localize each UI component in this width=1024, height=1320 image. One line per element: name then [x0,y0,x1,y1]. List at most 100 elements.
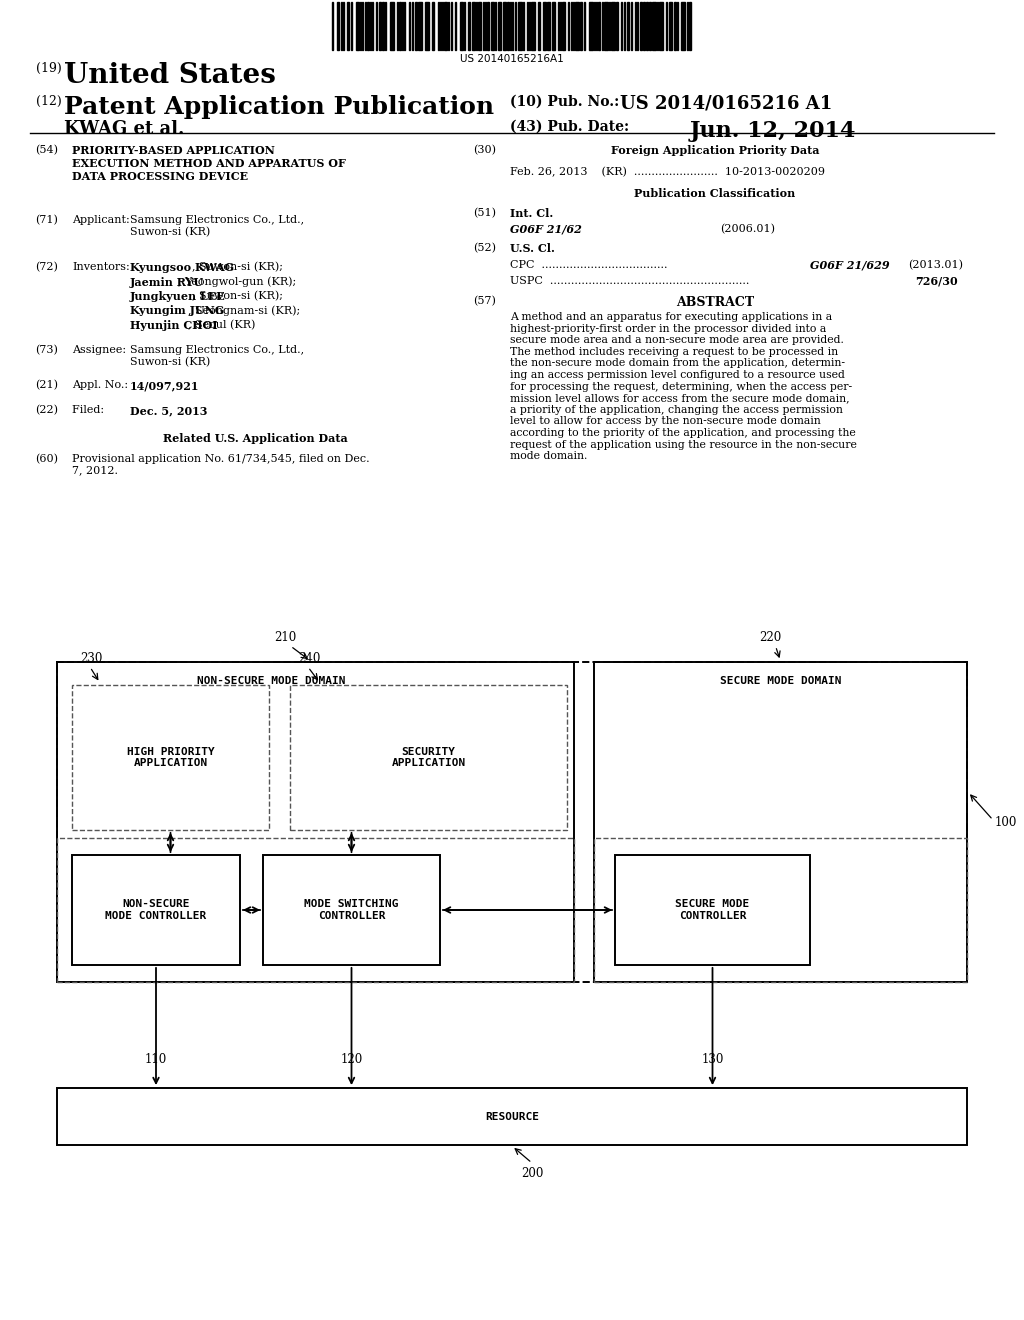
Text: KWAG et al.: KWAG et al. [63,120,184,139]
Text: US 2014/0165216 A1: US 2014/0165216 A1 [620,95,833,114]
Bar [425,3,429,50]
Text: (60): (60) [35,454,58,465]
Bar [382,3,384,50]
Bar [598,3,600,50]
Bar [347,3,349,50]
Text: (30): (30) [473,145,496,156]
Text: Feb. 26, 2013    (KR)  ........................  10-2013-0020209: Feb. 26, 2013 (KR) .....................… [510,168,825,177]
Text: USPC  .........................................................: USPC ...................................… [510,276,750,286]
Bar [337,3,339,50]
Text: US 20140165216A1: US 20140165216A1 [460,54,564,63]
Text: Provisional application No. 61/734,545, filed on Dec.
7, 2012.: Provisional application No. 61/734,545, … [72,454,370,475]
Text: 120: 120 [340,1053,362,1067]
Bar [498,3,501,50]
Text: 130: 130 [701,1053,724,1067]
Bar [669,3,672,50]
Bar [552,3,555,50]
Text: Applicant:: Applicant: [72,215,133,224]
Bar [543,3,546,50]
Text: ABSTRACT: ABSTRACT [676,296,754,309]
Text: Appl. No.:: Appl. No.: [72,380,132,389]
Text: 100: 100 [995,816,1018,829]
Bar [432,3,434,50]
Text: SECURITY
APPLICATION: SECURITY APPLICATION [391,747,466,768]
Text: (21): (21) [35,380,58,391]
Text: Kyungsoo KWAG: Kyungsoo KWAG [130,261,234,273]
Bar [674,3,676,50]
Text: (52): (52) [473,243,496,253]
Bar [444,3,447,50]
Bar [604,3,608,50]
Text: NON-SECURE MODE DOMAIN: NON-SECURE MODE DOMAIN [197,676,345,686]
Text: Filed:: Filed: [72,405,108,414]
Bar [57,663,574,982]
Bar [468,3,470,50]
Bar [640,3,642,50]
Bar [57,1088,967,1144]
Text: Patent Application Publication: Patent Application Publication [63,95,495,119]
Bar [490,3,494,50]
Text: Jungkyuen LEE: Jungkyuen LEE [130,290,225,302]
Text: RESOURCE: RESOURCE [485,1111,539,1122]
Text: (12): (12) [36,95,61,108]
Bar [643,3,645,50]
Text: , Suwon-si (KR);: , Suwon-si (KR); [193,261,284,272]
Bar [580,3,582,50]
Bar [659,3,663,50]
Text: Publication Classification: Publication Classification [635,187,796,199]
Text: (43) Pub. Date:: (43) Pub. Date: [510,120,629,135]
Bar [503,3,506,50]
Bar [611,3,615,50]
Text: PRIORITY-BASED APPLICATION
EXECUTION METHOD AND APPARATUS OF
DATA PROCESSING DEV: PRIORITY-BASED APPLICATION EXECUTION MET… [72,145,346,182]
Text: , Yeongwol-gun (KR);: , Yeongwol-gun (KR); [178,276,296,286]
Bar [367,3,369,50]
Bar [649,3,651,50]
Bar [575,3,579,50]
Text: , Suwon-si (KR);: , Suwon-si (KR); [193,290,284,301]
Bar [390,3,394,50]
Bar [57,663,967,982]
Bar [72,855,240,965]
Bar [72,685,269,830]
Bar [478,3,481,50]
Text: Related U.S. Application Data: Related U.S. Application Data [163,433,347,444]
Text: 220: 220 [760,631,781,644]
Text: Kyungim JUNG: Kyungim JUNG [130,305,224,317]
Bar [487,3,489,50]
Bar [547,3,550,50]
Bar [589,3,593,50]
Text: CPC  ....................................: CPC .................................... [510,260,668,271]
Text: Samsung Electronics Co., Ltd.,
Suwon-si (KR): Samsung Electronics Co., Ltd., Suwon-si … [130,345,304,367]
Text: , Seoul (KR): , Seoul (KR) [187,319,255,330]
Text: Int. Cl.: Int. Cl. [510,209,553,219]
Text: (22): (22) [35,405,58,416]
Text: SECURE MODE
CONTROLLER: SECURE MODE CONTROLLER [676,899,750,921]
Bar [615,855,810,965]
Text: 210: 210 [274,631,297,644]
Text: (71): (71) [35,215,58,226]
Text: (57): (57) [473,296,496,306]
Text: , Seongnam-si (KR);: , Seongnam-si (KR); [187,305,300,315]
Text: 110: 110 [144,1053,167,1067]
Text: (73): (73) [35,345,58,355]
Text: 240: 240 [298,652,321,665]
Text: Samsung Electronics Co., Ltd.,
Suwon-si (KR): Samsung Electronics Co., Ltd., Suwon-si … [130,215,304,238]
Text: United States: United States [63,62,275,88]
Bar [379,3,381,50]
Bar [415,3,417,50]
Text: (51): (51) [473,209,496,218]
Text: (72): (72) [35,261,58,272]
Text: Inventors:: Inventors: [72,261,130,272]
Text: (2013.01): (2013.01) [908,260,963,271]
Bar [627,3,629,50]
Text: G06F 21/629: G06F 21/629 [810,260,890,271]
Text: MODE SWITCHING
CONTROLLER: MODE SWITCHING CONTROLLER [304,899,398,921]
Bar [616,3,618,50]
Text: SECURE MODE DOMAIN: SECURE MODE DOMAIN [720,676,842,686]
Text: Dec. 5, 2013: Dec. 5, 2013 [130,405,208,416]
Bar [538,3,540,50]
Bar [356,3,359,50]
Text: (19): (19) [36,62,61,75]
Bar [418,3,422,50]
Bar [518,3,522,50]
